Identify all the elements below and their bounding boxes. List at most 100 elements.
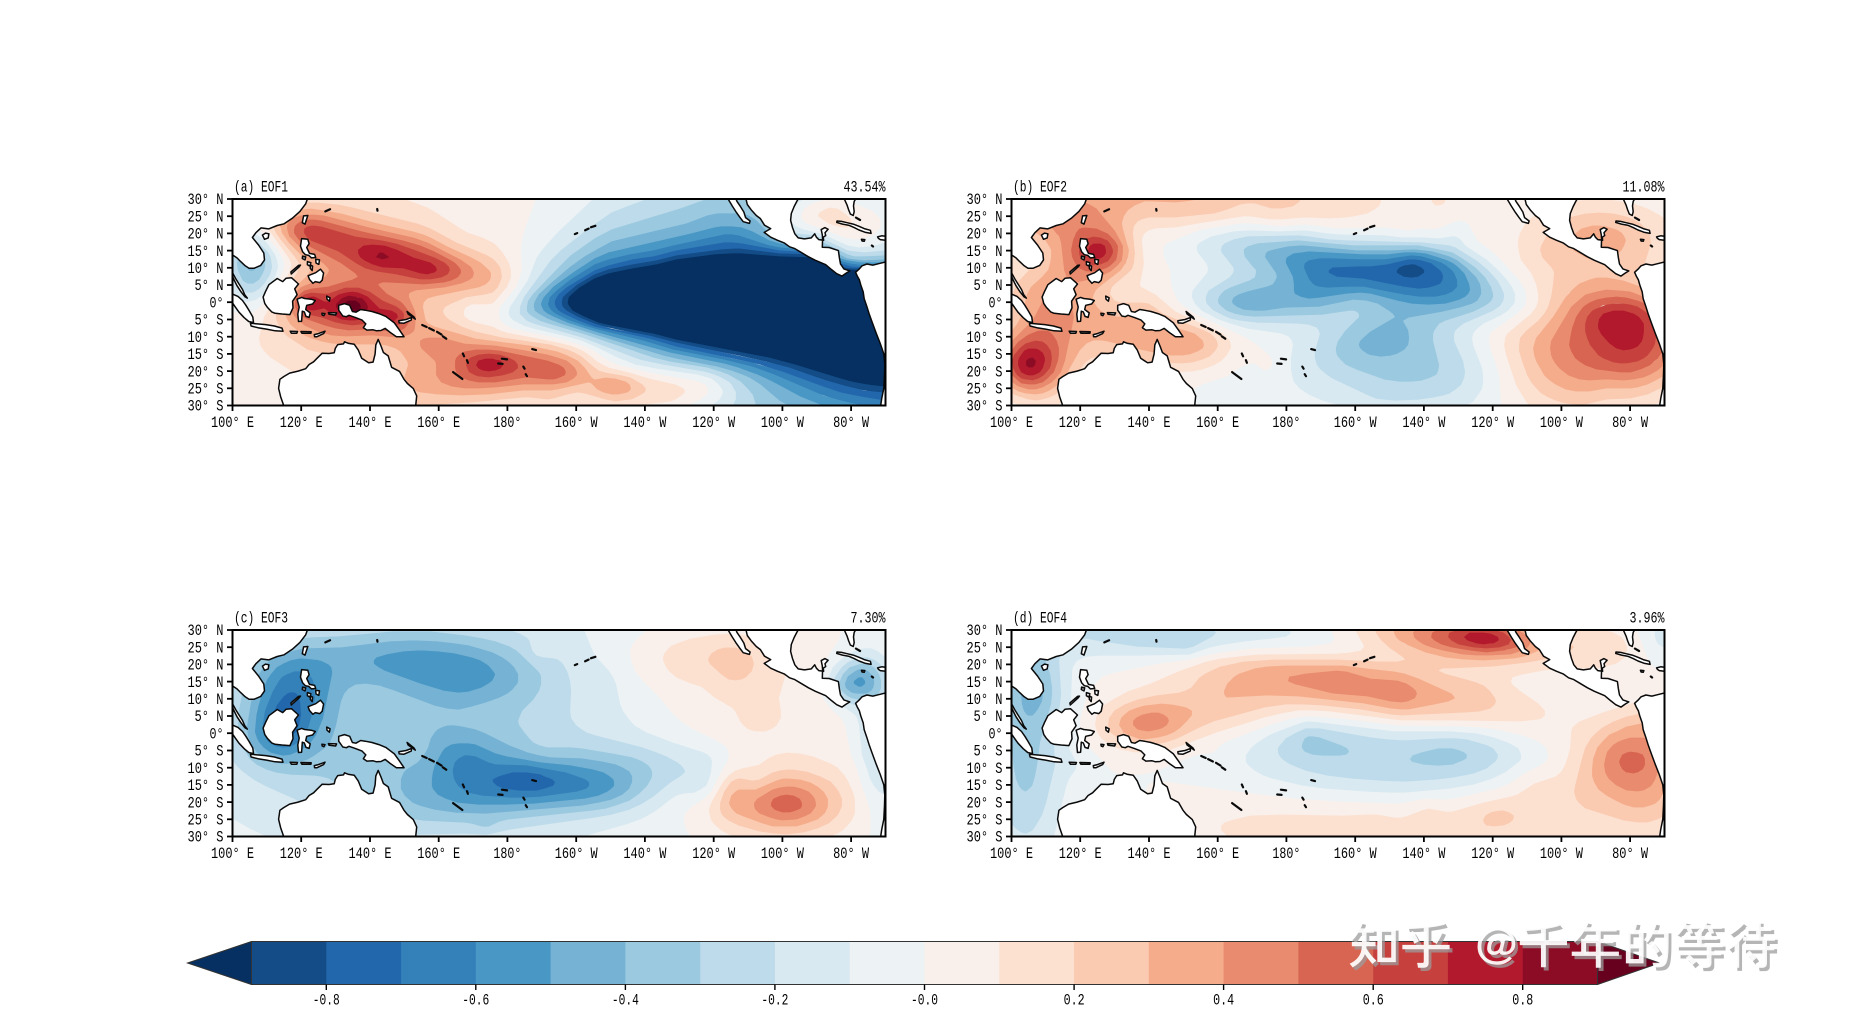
svg-text:25° S: 25° S (967, 381, 1003, 399)
svg-text:120° W: 120° W (692, 414, 736, 432)
svg-text:10° S: 10° S (967, 760, 1003, 778)
svg-text:15° S: 15° S (967, 346, 1003, 364)
svg-text:20° N: 20° N (967, 657, 1003, 675)
svg-text:180°: 180° (493, 414, 521, 432)
svg-text:5° S: 5° S (195, 312, 224, 330)
svg-text:140° W: 140° W (1402, 845, 1446, 863)
svg-text:0°: 0° (210, 726, 224, 744)
svg-text:20° S: 20° S (188, 363, 224, 381)
svg-text:20° N: 20° N (188, 226, 224, 244)
svg-text:10° S: 10° S (967, 329, 1003, 347)
svg-text:5° S: 5° S (974, 743, 1003, 761)
svg-text:180°: 180° (1272, 845, 1300, 863)
svg-text:140° E: 140° E (1128, 414, 1171, 432)
svg-text:140° W: 140° W (623, 414, 667, 432)
svg-text:160° W: 160° W (1334, 845, 1378, 863)
svg-text:15° N: 15° N (188, 674, 224, 692)
svg-text:160° W: 160° W (1334, 414, 1378, 432)
svg-text:140° E: 140° E (349, 845, 392, 863)
svg-text:5° N: 5° N (195, 277, 224, 295)
svg-text:-0.2: -0.2 (761, 992, 788, 1010)
svg-text:180°: 180° (1272, 414, 1300, 432)
svg-text:-0.8: -0.8 (313, 992, 340, 1010)
svg-text:120° E: 120° E (280, 845, 323, 863)
svg-text:25° N: 25° N (188, 208, 224, 226)
svg-text:10° N: 10° N (188, 691, 224, 709)
svg-text:180°: 180° (493, 845, 521, 863)
svg-text:5° N: 5° N (974, 708, 1003, 726)
svg-text:0.8: 0.8 (1512, 992, 1533, 1010)
svg-text:0°: 0° (210, 295, 224, 313)
svg-text:100° W: 100° W (1540, 845, 1584, 863)
svg-text:5° S: 5° S (195, 743, 224, 761)
svg-text:0.6: 0.6 (1363, 992, 1384, 1010)
svg-text:10° S: 10° S (188, 760, 224, 778)
svg-text:140° E: 140° E (1128, 845, 1171, 863)
svg-text:120° W: 120° W (1471, 414, 1515, 432)
svg-text:15° S: 15° S (188, 777, 224, 795)
svg-text:80° W: 80° W (1612, 414, 1649, 432)
svg-text:120° W: 120° W (692, 845, 736, 863)
svg-text:(b) EOF2: (b) EOF2 (1013, 179, 1067, 197)
svg-text:-0.4: -0.4 (612, 992, 639, 1010)
svg-text:30° N: 30° N (188, 622, 224, 640)
svg-text:20° N: 20° N (188, 657, 224, 675)
svg-text:160° W: 160° W (555, 845, 599, 863)
svg-text:30° N: 30° N (967, 191, 1003, 209)
svg-text:30° N: 30° N (188, 191, 224, 209)
svg-text:25° S: 25° S (188, 381, 224, 399)
svg-text:25° S: 25° S (188, 812, 224, 830)
svg-text:10° N: 10° N (967, 260, 1003, 278)
svg-text:(a) EOF1: (a) EOF1 (234, 179, 288, 197)
svg-text:140° W: 140° W (1402, 414, 1446, 432)
svg-text:100° W: 100° W (761, 845, 805, 863)
svg-text:15° S: 15° S (188, 346, 224, 364)
svg-text:15° N: 15° N (188, 243, 224, 261)
svg-text:80° W: 80° W (833, 845, 870, 863)
svg-text:20° S: 20° S (967, 794, 1003, 812)
svg-text:3.96%: 3.96% (1630, 610, 1665, 628)
svg-text:25° N: 25° N (967, 639, 1003, 657)
svg-text:20° S: 20° S (967, 363, 1003, 381)
svg-text:5° S: 5° S (974, 312, 1003, 330)
svg-text:120° E: 120° E (1059, 414, 1102, 432)
svg-text:-0.0: -0.0 (911, 992, 938, 1010)
svg-text:120° E: 120° E (280, 414, 323, 432)
svg-text:100° W: 100° W (761, 414, 805, 432)
svg-text:30° N: 30° N (967, 622, 1003, 640)
svg-text:0.4: 0.4 (1213, 992, 1234, 1010)
svg-text:10° N: 10° N (967, 691, 1003, 709)
svg-text:0°: 0° (989, 295, 1003, 313)
svg-text:120° W: 120° W (1471, 845, 1515, 863)
svg-text:20° N: 20° N (967, 226, 1003, 244)
svg-text:140° E: 140° E (349, 414, 392, 432)
svg-text:30° S: 30° S (967, 829, 1003, 847)
svg-text:100° E: 100° E (211, 414, 254, 432)
svg-text:30° S: 30° S (188, 829, 224, 847)
svg-text:160° E: 160° E (417, 845, 460, 863)
svg-text:160° E: 160° E (417, 414, 460, 432)
svg-text:7.30%: 7.30% (851, 610, 886, 628)
svg-text:160° E: 160° E (1196, 414, 1239, 432)
svg-text:15° S: 15° S (967, 777, 1003, 795)
svg-text:160° E: 160° E (1196, 845, 1239, 863)
svg-text:100° W: 100° W (1540, 414, 1584, 432)
svg-text:100° E: 100° E (990, 414, 1033, 432)
svg-text:10° N: 10° N (188, 260, 224, 278)
svg-text:(c) EOF3: (c) EOF3 (234, 610, 288, 628)
svg-text:15° N: 15° N (967, 674, 1003, 692)
svg-text:80° W: 80° W (833, 414, 870, 432)
svg-text:25° N: 25° N (967, 208, 1003, 226)
svg-text:0°: 0° (989, 726, 1003, 744)
svg-text:5° N: 5° N (195, 708, 224, 726)
svg-text:10° S: 10° S (188, 329, 224, 347)
svg-text:25° S: 25° S (967, 812, 1003, 830)
svg-text:160° W: 160° W (555, 414, 599, 432)
svg-text:120° E: 120° E (1059, 845, 1102, 863)
svg-text:30° S: 30° S (188, 398, 224, 416)
svg-text:140° W: 140° W (623, 845, 667, 863)
svg-text:5° N: 5° N (974, 277, 1003, 295)
svg-text:0.2: 0.2 (1064, 992, 1085, 1010)
svg-text:20° S: 20° S (188, 794, 224, 812)
svg-text:43.54%: 43.54% (844, 179, 886, 197)
